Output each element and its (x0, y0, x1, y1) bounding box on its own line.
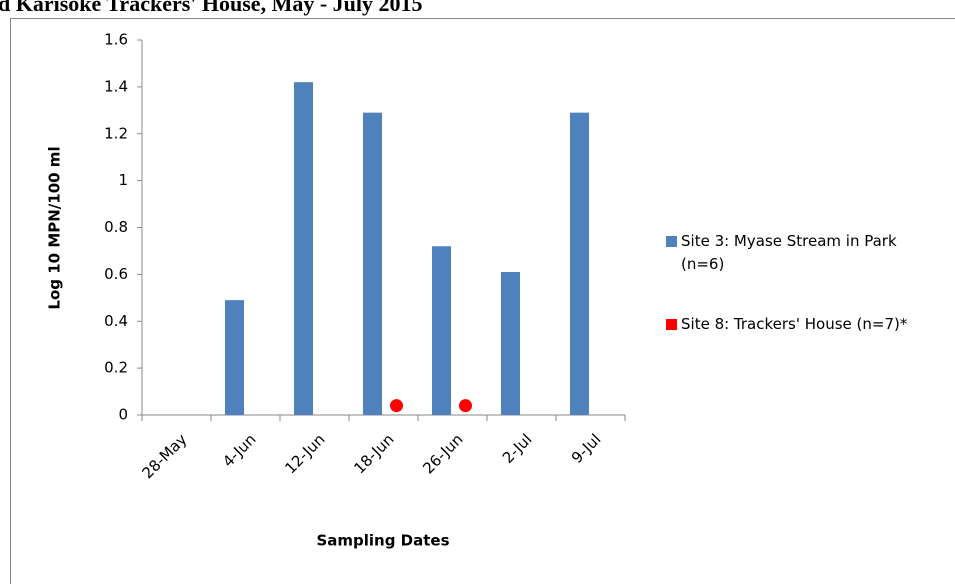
x-tick-label: 2-Jul (499, 430, 536, 467)
x-tick-label: 4-Jun (219, 430, 259, 470)
bar (501, 272, 520, 415)
legend-item: Site 8: Trackers' House (n=7)* (666, 313, 946, 336)
bar (294, 82, 313, 415)
point (459, 399, 472, 413)
x-tick-label: 18-Jun (350, 430, 397, 477)
legend-swatch (666, 236, 677, 247)
chart-border (10, 18, 955, 584)
bar (432, 246, 451, 415)
x-axis-title: Sampling Dates (316, 532, 449, 550)
legend-label: Site 8: Trackers' House (n=7)* (681, 315, 908, 333)
legend-label: Site 3: Myase Stream in Park (n=6) (681, 232, 897, 273)
x-tick-label: 9-Jul (568, 430, 605, 467)
y-tick-label: 0.6 (104, 265, 128, 283)
y-tick-label: 1 (118, 171, 128, 189)
legend-item: Site 3: Myase Stream in Park (n=6) (666, 230, 946, 276)
chart-title: d Karisoke Trackers' House, May - July 2… (0, 0, 423, 16)
x-tick-label: 12-Jun (281, 430, 328, 477)
legend-swatch (666, 319, 677, 330)
y-tick-label: 1.4 (104, 77, 128, 95)
x-tick-label: 28-May (139, 430, 191, 482)
y-tick-label: 0 (118, 406, 128, 424)
y-tick-label: 0.8 (104, 218, 128, 236)
bar (225, 300, 244, 415)
y-axis-title: Log 10 MPN/100 ml (46, 146, 64, 309)
y-tick-label: 1.6 (104, 31, 128, 49)
bar (570, 112, 589, 415)
bar (363, 112, 382, 415)
point (390, 399, 403, 413)
y-tick-label: 1.2 (104, 124, 128, 142)
y-tick-label: 0.4 (104, 312, 128, 330)
x-tick-label: 26-Jun (419, 430, 466, 477)
y-tick-label: 0.2 (104, 359, 128, 377)
